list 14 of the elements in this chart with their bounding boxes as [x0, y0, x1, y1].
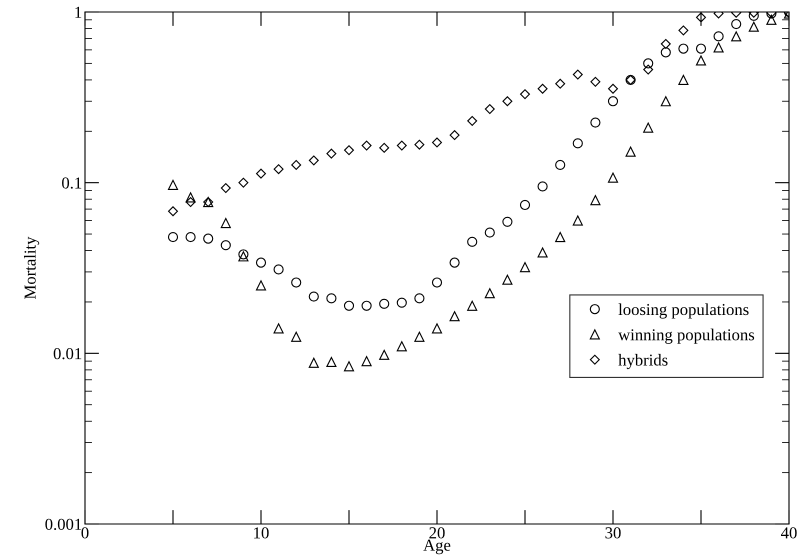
y-tick-label: 1 — [75, 6, 82, 18]
x-tick-label: 10 — [254, 527, 269, 539]
x-axis-title: Age — [423, 540, 450, 554]
legend-label: hybrids — [618, 354, 668, 370]
y-tick-label: 0.1 — [62, 177, 82, 189]
y-tick-label: 0.001 — [45, 518, 82, 530]
legend-label: loosing populations — [618, 303, 749, 319]
y-axis-title: Mortality — [24, 236, 40, 299]
x-tick-label: 20 — [429, 527, 445, 539]
legend-label: winning populations — [618, 328, 754, 344]
x-tick-label: 40 — [780, 527, 797, 539]
x-tick-label: 30 — [605, 527, 621, 539]
y-tick-label: 0.01 — [54, 348, 82, 360]
x-tick-label: 0 — [81, 527, 89, 539]
